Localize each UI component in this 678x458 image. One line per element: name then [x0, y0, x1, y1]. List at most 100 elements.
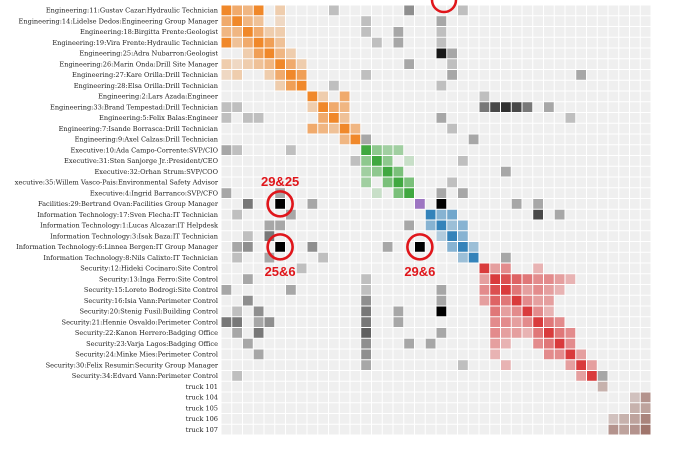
matrix-cell — [533, 199, 543, 209]
matrix-cell — [232, 27, 242, 37]
matrix-cell — [479, 91, 490, 102]
matrix-cell — [447, 59, 457, 69]
matrix-cell — [286, 145, 296, 155]
matrix-grid — [220, 4, 652, 436]
matrix-cell — [533, 274, 543, 284]
row-label: Engineering:2:Lars Azada:Engineer — [98, 93, 219, 101]
matrix-cell — [415, 199, 425, 209]
matrix-cell — [372, 145, 382, 155]
row-labels: Engineering:11:Gustav Cazar:Hydraulic Te… — [15, 7, 219, 434]
row-label: Security:12:Hideki Cocinaro:Site Control — [80, 265, 218, 273]
matrix-cell — [501, 166, 511, 177]
row-label: Engineering:5:Felix Balas:Engineer — [99, 114, 219, 122]
matrix-cell — [436, 306, 447, 317]
matrix-cell — [329, 5, 339, 16]
matrix-cell — [522, 317, 533, 327]
matrix-cell — [221, 37, 232, 48]
matrix-cell — [447, 209, 457, 220]
matrix-cell — [436, 231, 447, 241]
matrix-cell — [576, 360, 586, 370]
row-label: Engineering:19:Vira Frente:Hydraulic Tec… — [52, 39, 218, 47]
matrix-cell — [253, 27, 264, 37]
matrix-cell — [393, 145, 404, 155]
matrix-cell — [361, 306, 371, 317]
row-label: Facilities:29:Bertrand Ovan:Facilities G… — [38, 200, 219, 208]
row-label: Information Technology:3:Isak Baza:IT Te… — [50, 232, 219, 240]
matrix-cell — [436, 16, 447, 26]
matrix-cell — [544, 349, 554, 360]
matrix-cell — [361, 360, 371, 370]
matrix-cell — [404, 5, 414, 16]
matrix-cell — [511, 274, 522, 284]
matrix-cell — [468, 242, 479, 252]
row-label: Executive:31:Sten Sanjorge Jr.:President… — [64, 157, 219, 165]
matrix-cell — [361, 145, 371, 155]
matrix-cells — [221, 5, 651, 435]
matrix-cell — [619, 414, 629, 424]
matrix-cell — [479, 274, 490, 284]
matrix-cell — [253, 59, 264, 69]
matrix-cell — [447, 123, 457, 134]
matrix-cell — [243, 231, 253, 241]
matrix-cell — [458, 188, 468, 198]
matrix-cell — [329, 123, 339, 134]
row-label: Engineering:7:Isande Borrasca:Drill Tech… — [59, 125, 219, 133]
matrix-cell — [372, 156, 382, 166]
matrix-cell — [253, 328, 264, 338]
matrix-cell — [232, 317, 242, 327]
cropped-annotation-circle — [430, 0, 458, 14]
matrix-cell — [522, 328, 533, 338]
row-label: xecutive:35:Willem Vasco-Pais:Environmen… — [15, 179, 219, 187]
matrix-cell — [361, 295, 371, 306]
matrix-cell — [565, 274, 576, 284]
matrix-cell — [232, 306, 242, 317]
matrix-cell — [286, 285, 296, 295]
matrix-cell — [501, 328, 511, 338]
matrix-cell — [501, 338, 511, 349]
matrix-cell — [479, 263, 490, 274]
matrix-cell — [479, 102, 490, 112]
row-label: Engineering:26:Marin Onda:Drill Site Man… — [59, 60, 218, 68]
matrix-cell — [232, 209, 242, 220]
matrix-cell — [522, 274, 533, 284]
matrix-cell — [436, 188, 447, 198]
matrix-cell — [554, 317, 565, 327]
matrix-cell — [640, 392, 651, 403]
matrix-cell — [393, 166, 404, 177]
matrix-cell — [296, 263, 307, 274]
matrix-cell — [243, 59, 253, 69]
matrix-cell — [630, 424, 640, 435]
matrix-cell — [275, 27, 285, 37]
row-label: Information Technology:6:Linnea Bergen:I… — [16, 243, 219, 251]
row-label: Security:24:Minke Mies:Perimeter Control — [75, 351, 218, 359]
matrix-cell — [232, 37, 242, 48]
matrix-cell — [296, 80, 307, 91]
matrix-cell — [565, 349, 576, 360]
matrix-cell — [253, 37, 264, 48]
matrix-cell — [243, 5, 253, 16]
matrix-cell — [468, 134, 479, 145]
matrix-cell — [501, 252, 511, 263]
row-label: truck 101 — [186, 383, 218, 391]
row-label: truck 107 — [186, 426, 218, 434]
matrix-cell — [468, 252, 479, 263]
matrix-cell — [243, 48, 253, 59]
matrix-cell — [339, 113, 350, 123]
matrix-cell — [361, 338, 371, 349]
matrix-cell — [587, 371, 597, 381]
matrix-cell — [544, 328, 554, 338]
matrix-cell — [522, 102, 533, 112]
matrix-cell — [393, 27, 404, 37]
matrix-cell — [253, 113, 264, 123]
row-label: Executive:32:Orhan Strum:SVP/COO — [94, 168, 218, 176]
matrix-cell — [296, 70, 307, 80]
matrix-cell — [318, 102, 328, 112]
matrix-cell — [436, 48, 447, 59]
matrix-cell — [425, 220, 436, 231]
matrix-cell — [490, 328, 500, 338]
matrix-cell — [458, 220, 468, 231]
matrix-cell — [501, 295, 511, 306]
matrix-cell — [436, 220, 447, 231]
matrix-cell — [264, 231, 275, 241]
matrix-cell — [286, 209, 296, 220]
